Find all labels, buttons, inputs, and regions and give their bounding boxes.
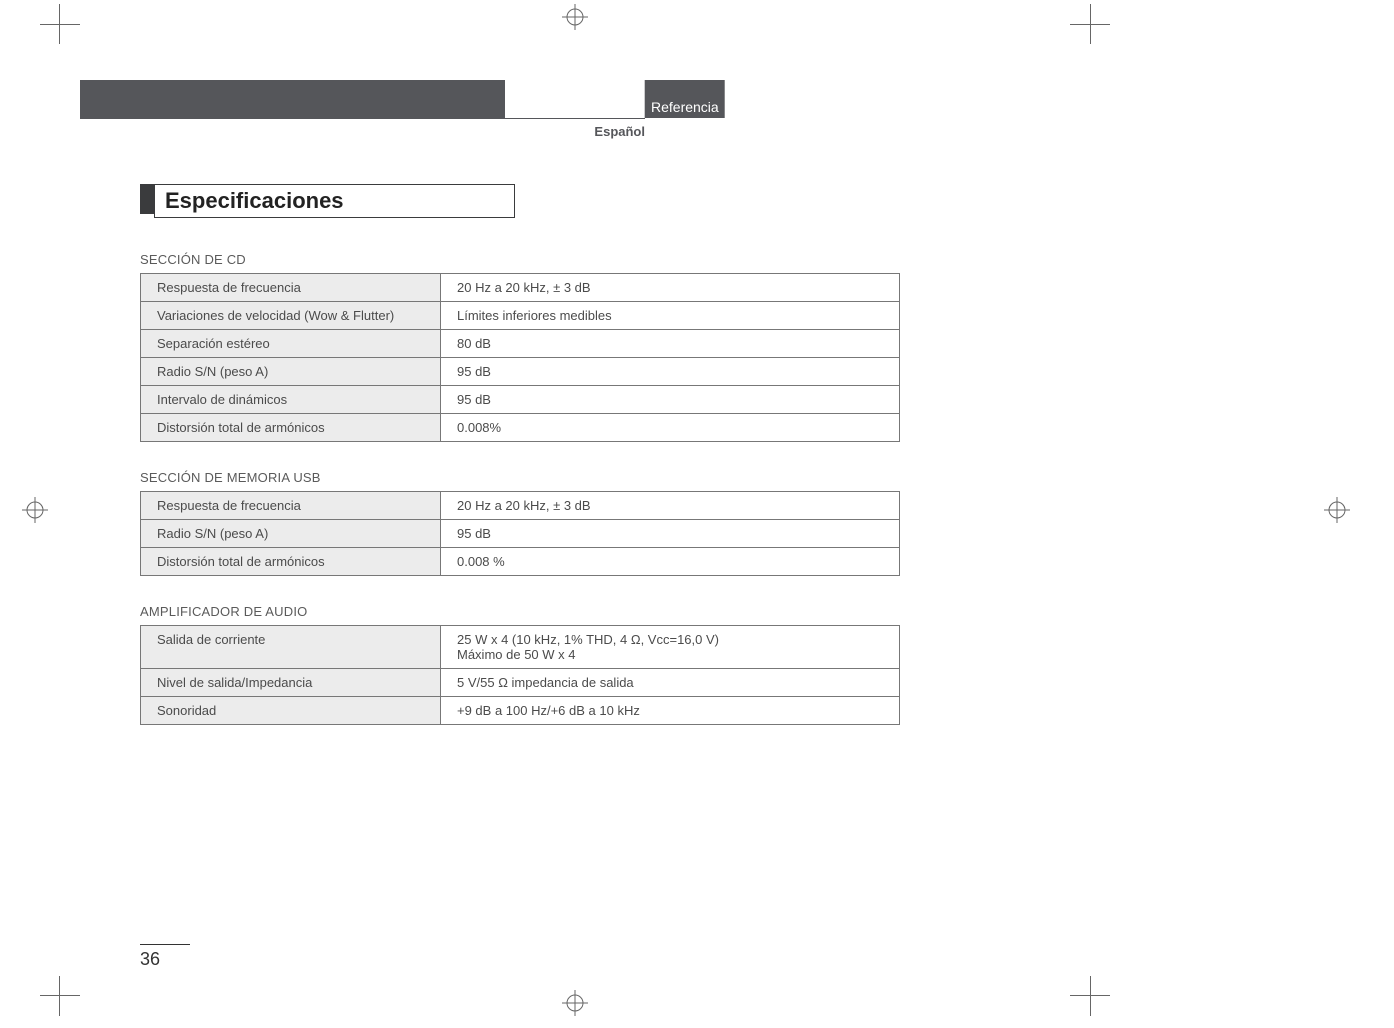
table-row: Separación estéreo80 dB xyxy=(141,330,900,358)
table-row: Variaciones de velocidad (Wow & Flutter)… xyxy=(141,302,900,330)
registration-mark-icon xyxy=(562,990,588,1016)
spec-value: 0.008 % xyxy=(441,548,900,576)
spec-key: Distorsión total de armónicos xyxy=(141,414,441,442)
page: Referencia Español Especificaciones SECC… xyxy=(80,10,1070,1010)
registration-mark-icon xyxy=(1324,497,1350,523)
table-row: Sonoridad+9 dB a 100 Hz/+6 dB a 10 kHz xyxy=(141,697,900,725)
spec-key: Distorsión total de armónicos xyxy=(141,548,441,576)
title-accent xyxy=(140,184,154,214)
spec-key: Intervalo de dinámicos xyxy=(141,386,441,414)
spec-key: Separación estéreo xyxy=(141,330,441,358)
spec-value: 95 dB xyxy=(441,520,900,548)
page-title-wrap: Especificaciones xyxy=(140,178,1010,224)
spec-key: Radio S/N (peso A) xyxy=(141,358,441,386)
spec-key: Respuesta de frecuencia xyxy=(141,274,441,302)
section-label: AMPLIFICADOR DE AUDIO xyxy=(140,604,1010,619)
spec-table: Salida de corriente25 W x 4 (10 kHz, 1% … xyxy=(140,625,900,725)
spec-value: 5 V/55 Ω impedancia de salida xyxy=(441,669,900,697)
registration-mark-icon xyxy=(562,4,588,30)
spec-key: Salida de corriente xyxy=(141,626,441,669)
table-row: Respuesta de frecuencia20 Hz a 20 kHz, ±… xyxy=(141,274,900,302)
table-row: Radio S/N (peso A)95 dB xyxy=(141,358,900,386)
spec-value: 25 W x 4 (10 kHz, 1% THD, 4 Ω, Vcc=16,0 … xyxy=(441,626,900,669)
crop-mark-icon xyxy=(1070,976,1110,1016)
content-area: Especificaciones SECCIÓN DE CD Respuesta … xyxy=(80,178,1070,725)
page-title: Especificaciones xyxy=(165,188,344,213)
spec-key: Radio S/N (peso A) xyxy=(141,520,441,548)
reference-tab-label: Referencia xyxy=(651,99,719,115)
table-row: Salida de corriente25 W x 4 (10 kHz, 1% … xyxy=(141,626,900,669)
spec-value: 80 dB xyxy=(441,330,900,358)
table-row: Distorsión total de armónicos0.008% xyxy=(141,414,900,442)
spec-value: +9 dB a 100 Hz/+6 dB a 10 kHz xyxy=(441,697,900,725)
section-label: SECCIÓN DE CD xyxy=(140,252,1010,267)
header-band: Referencia Español xyxy=(80,80,1070,118)
table-row: Respuesta de frecuencia20 Hz a 20 kHz, ±… xyxy=(141,492,900,520)
spec-value: 20 Hz a 20 kHz, ± 3 dB xyxy=(441,492,900,520)
spec-table: Respuesta de frecuencia20 Hz a 20 kHz, ±… xyxy=(140,491,900,576)
table-row: Intervalo de dinámicos95 dB xyxy=(141,386,900,414)
spec-key: Variaciones de velocidad (Wow & Flutter) xyxy=(141,302,441,330)
spec-key: Sonoridad xyxy=(141,697,441,725)
table-row: Radio S/N (peso A)95 dB xyxy=(141,520,900,548)
table-row: Nivel de salida/Impedancia5 V/55 Ω imped… xyxy=(141,669,900,697)
page-number: 36 xyxy=(140,944,190,970)
spec-key: Nivel de salida/Impedancia xyxy=(141,669,441,697)
language-label: Español xyxy=(594,124,645,139)
spec-key: Respuesta de frecuencia xyxy=(141,492,441,520)
spec-table: Respuesta de frecuencia20 Hz a 20 kHz, ±… xyxy=(140,273,900,442)
registration-mark-icon xyxy=(22,497,48,523)
crop-mark-icon xyxy=(40,4,80,44)
reference-tab: Referencia xyxy=(645,80,725,118)
spec-value: 95 dB xyxy=(441,358,900,386)
spec-value: 20 Hz a 20 kHz, ± 3 dB xyxy=(441,274,900,302)
spec-value: Límites inferiores medibles xyxy=(441,302,900,330)
crop-mark-icon xyxy=(1070,4,1110,44)
header-bar xyxy=(80,80,505,118)
section-label: SECCIÓN DE MEMORIA USB xyxy=(140,470,1010,485)
spec-value: 0.008% xyxy=(441,414,900,442)
crop-mark-icon xyxy=(40,976,80,1016)
table-row: Distorsión total de armónicos0.008 % xyxy=(141,548,900,576)
header-underline xyxy=(80,118,645,119)
spec-value: 95 dB xyxy=(441,386,900,414)
page-title-box: Especificaciones xyxy=(154,184,515,218)
